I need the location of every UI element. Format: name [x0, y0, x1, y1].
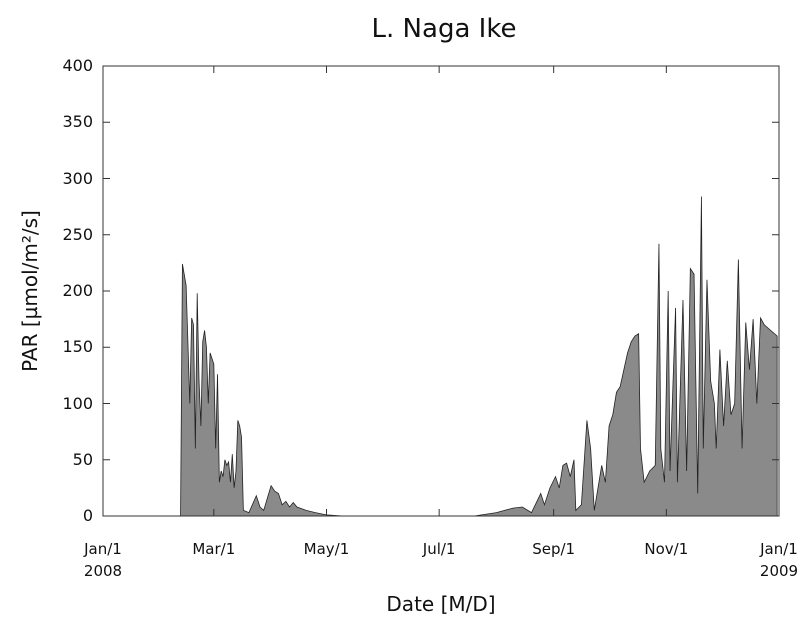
x-tick-label: Nov/1 [644, 540, 689, 558]
y-tick-label: 350 [62, 112, 93, 132]
y-tick-label: 400 [62, 56, 93, 75]
y-tick-label: 250 [62, 224, 93, 244]
x-tick-label: Mar/1 [192, 540, 236, 558]
y-tick-label: 200 [62, 281, 93, 300]
x-axis-label: Date [M/D] [386, 592, 496, 616]
x-tick-label: May/1 [303, 540, 350, 558]
y-tick-label: 100 [62, 393, 93, 413]
x-tick-label: Jan/1 2009 [759, 540, 799, 580]
x-tick-label: Jul/1 [422, 540, 456, 558]
x-tick-label: Jan/1 2008 [83, 540, 123, 580]
chart-title: L. Naga Ike [371, 14, 517, 44]
x-tick-label: Sep/1 [532, 540, 576, 558]
y-tick-label: 150 [62, 337, 93, 357]
y-tick-label: 50 [72, 449, 93, 469]
area [180, 196, 778, 517]
y-tick-label: 300 [62, 168, 93, 188]
y-tick-label: 0 [82, 506, 93, 525]
